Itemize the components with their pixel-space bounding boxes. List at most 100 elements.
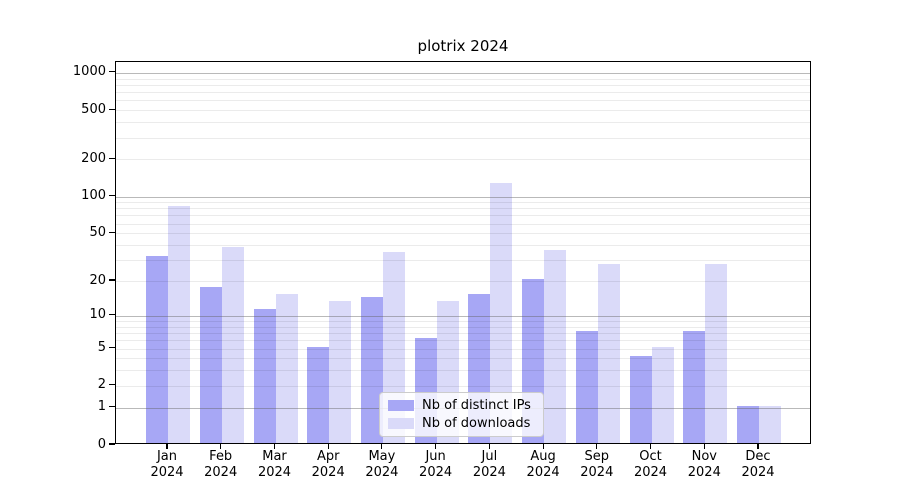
x-tick-label-6: Jun 2024 [404,449,468,481]
y-tick-label: 10 [89,307,106,323]
x-tick-mark [757,444,759,449]
bar-ips-11 [683,331,706,443]
bar-ips-9 [575,331,598,443]
gridline-minor [116,326,810,328]
bar-ips-10 [629,356,652,443]
x-tick-label-1: Jan 2024 [135,449,199,481]
gridline-minor [116,100,810,102]
x-tick-label-5: May 2024 [350,449,414,481]
bar-downloads-4 [329,300,352,443]
y-tick-label: 100 [81,188,106,203]
bar-downloads-2 [221,247,244,443]
gridline-minor [116,110,810,112]
y-tick-mark [109,108,115,110]
gridline-minor [116,358,810,360]
y-tick-mark [109,384,115,386]
gridline-minor [116,84,810,86]
x-tick-label-line: 2024 [741,465,775,480]
bar-downloads-10 [651,346,674,443]
gridline-minor [116,122,810,124]
bar-ips-4 [307,346,330,443]
x-tick-label-11: Nov 2024 [672,449,736,481]
gridline-major [116,72,810,75]
x-tick-label-3: Mar 2024 [243,449,307,481]
bar-downloads-1 [168,205,190,443]
y-tick-label: 500 [81,101,106,117]
y-tick-mark [109,406,115,408]
x-tick-mark [542,444,544,449]
gridline-minor [116,215,810,217]
x-tick-label-line: 2024 [311,465,345,480]
gridline-minor [116,340,810,342]
x-tick-label-line: Aug [530,449,556,464]
gridline-minor [116,208,810,210]
bar-downloads-8 [544,250,567,443]
gridline-minor [116,321,810,322]
y-tick-label: 2 [97,377,106,393]
gridline-minor [116,245,810,246]
gridline-major [116,196,810,198]
x-tick-label-line: Jul [481,449,498,464]
x-tick-mark [649,444,652,449]
y-tick-label: 50 [89,224,106,240]
y-tick-mark [109,279,115,281]
x-tick-mark [596,444,598,449]
x-tick-mark [220,444,222,449]
legend-row-2: Nb of downloads [388,417,535,430]
gridline-minor [116,137,810,139]
x-tick-label-line: Nov [691,449,717,464]
y-tick-label: 1000 [72,64,106,80]
x-tick-label-10: Oct 2024 [619,449,683,481]
x-tick-label-line: 2024 [633,465,668,480]
x-tick-label-line: 2024 [472,465,506,480]
gridline-minor [116,260,810,262]
y-tick-mark [109,157,115,159]
legend-row-1: Nb of distinct IPs [388,399,535,412]
x-tick-label-line: 2024 [257,465,292,480]
gridline-minor [116,385,810,387]
bar-ips-1 [146,256,168,443]
y-tick-mark [109,71,115,73]
x-tick-label-line: 2024 [365,465,399,480]
legend-label: Nb of downloads [422,416,531,431]
y-tick-label: 0 [97,436,106,452]
x-tick-label-line: 2024 [150,465,184,480]
y-tick-mark [109,231,115,233]
legend-swatch [388,400,414,411]
gridline-minor [116,223,810,225]
gridline-minor [116,78,810,80]
y-tick-mark [109,194,115,197]
y-tick-mark [109,314,115,316]
bar-downloads-9 [597,263,620,443]
x-tick-label-line: May [368,449,396,464]
gridline-minor [116,202,810,204]
y-tick-mark [109,443,115,445]
gridline-major [116,315,810,318]
y-tick-label: 5 [97,340,106,355]
x-tick-label-line: 2024 [419,465,453,480]
x-tick-mark [273,444,276,449]
x-tick-label-line: Sep [584,449,610,464]
bar-downloads-7 [490,182,513,443]
chart-title: plotrix 2024 [417,37,509,55]
x-tick-label-line: Oct [639,449,662,464]
x-tick-label-line: 2024 [580,465,614,480]
y-tick-label: 20 [89,272,106,288]
x-tick-label-2: Feb 2024 [189,449,253,481]
gridline-minor [116,159,810,161]
y-tick-mark [109,346,115,349]
bar-ips-12 [737,405,759,443]
x-tick-label-7: Jul 2024 [457,449,521,481]
legend-label: Nb of distinct IPs [422,398,531,413]
gridline-minor [116,333,810,334]
x-tick-mark [381,444,383,449]
x-tick-label-12: Dec 2024 [726,449,790,481]
x-tick-label-line: 2024 [687,465,721,480]
bar-ips-2 [199,287,222,443]
x-tick-label-9: Sep 2024 [565,449,629,481]
x-tick-label-line: Jun [425,449,446,464]
x-tick-label-8: Aug 2024 [511,449,575,481]
bar-ips-3 [253,309,276,443]
x-tick-label-line: Dec [745,449,771,464]
